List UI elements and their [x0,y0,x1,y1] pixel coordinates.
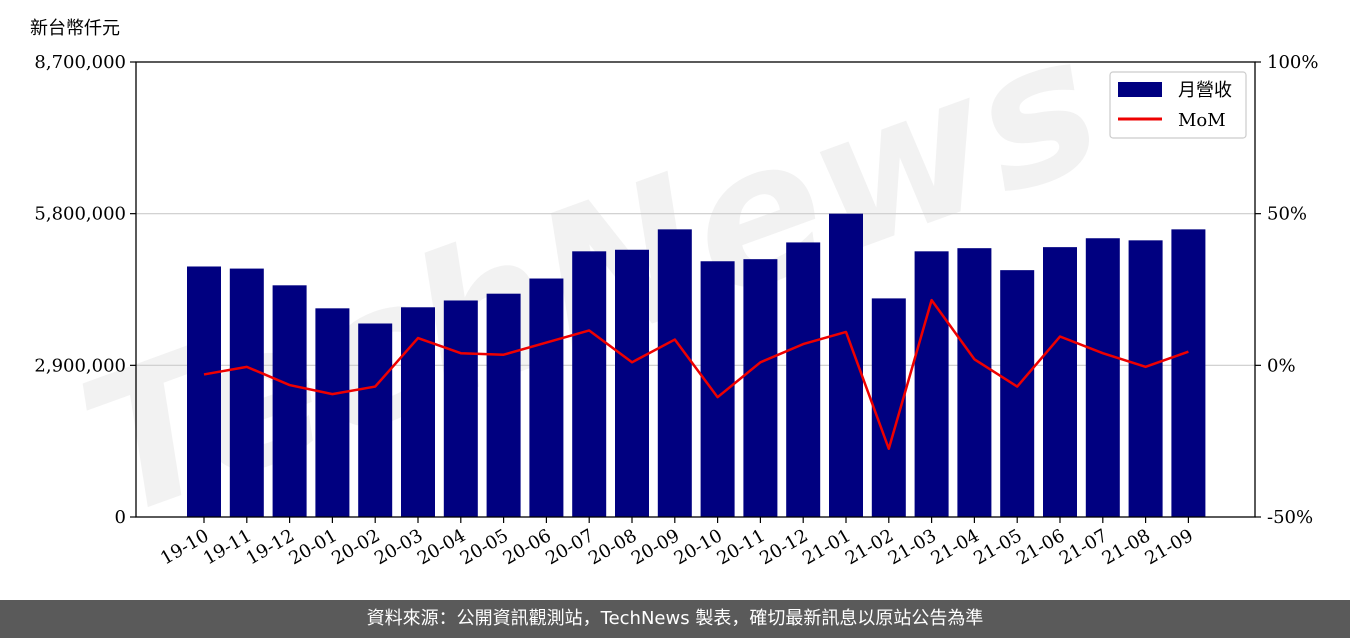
left-axis-tick-label: 2,900,000 [34,355,126,376]
x-axis-tick-label: 20-10 [671,525,726,569]
legend-swatch-revenue [1118,82,1162,97]
bar-21-07 [1085,238,1120,517]
bar-21-06 [1043,247,1077,517]
x-axis-tick-label: 21-05 [970,525,1025,569]
left-axis-tick-label: 8,700,000 [34,52,126,73]
x-axis-tick-label: 20-07 [542,525,597,569]
bar-20-04 [443,300,478,517]
plot-frame [135,61,1256,518]
x-axis-tick-label: 20-02 [328,525,383,569]
x-axis-tick-label: 21-01 [799,525,854,569]
x-axis-tick-label: 21-07 [1056,525,1111,569]
x-axis-tick-label: 21-08 [1099,525,1154,569]
left-axis-tick-label: 5,800,000 [34,204,126,225]
bar-19-12 [272,285,307,517]
bar-20-05 [486,293,521,517]
x-axis-tick-label: 21-09 [1141,525,1196,569]
legend-label-mom: MoM [1178,110,1226,131]
x-axis-tick-label: 20-11 [713,525,768,569]
mom-line [203,298,1189,450]
x-axis-tick-label: 21-02 [842,525,897,569]
bar-21-08 [1128,240,1163,517]
bar-20-11 [743,259,778,517]
revenue-chart: TechNews02,900,0005,800,0008,700,000-50%… [34,0,1318,569]
x-axis-tick-label: 19-12 [243,525,298,569]
right-axis-tick-label: 0% [1267,355,1296,376]
bar-20-09 [657,229,692,517]
source-footer: 資料來源：公開資訊觀測站，TechNews 製表，確切最新訊息以原站公告為準 [0,600,1350,638]
right-axis-tick-label: -50% [1267,507,1313,528]
x-axis-tick-label: 21-03 [885,525,940,569]
bar-20-01 [315,308,350,517]
bar-20-06 [529,278,564,517]
bar-21-05 [1000,270,1035,517]
bar-20-07 [572,251,607,517]
legend-label-revenue: 月營收 [1178,80,1232,101]
x-axis-tick-label: 20-08 [585,525,640,569]
y-axis-unit-label: 新台幣仟元 [30,18,120,39]
x-axis-tick-label: 21-06 [1013,525,1068,569]
bar-20-12 [786,242,821,517]
x-axis-tick-label: 20-12 [756,525,811,569]
bar-21-03 [914,251,949,517]
x-axis-tick-label: 20-06 [499,525,554,569]
x-axis-tick-label: 20-05 [457,525,512,569]
right-axis-tick-label: 100% [1267,52,1318,73]
left-axis-tick-label: 0 [115,507,126,528]
bar-19-11 [229,268,264,517]
bar-20-02 [358,323,393,517]
right-axis-tick-label: 50% [1267,204,1307,225]
bar-21-09 [1171,229,1206,517]
x-axis-tick-label: 20-03 [371,525,426,569]
x-axis-tick-label: 20-09 [628,525,683,569]
bar-19-10 [187,266,221,517]
bar-21-04 [957,248,992,518]
x-axis-tick-label: 21-04 [927,525,982,569]
x-axis-tick-label: 20-04 [414,525,469,569]
bar-20-10 [700,261,735,517]
bar-20-08 [615,249,649,517]
x-axis-tick-label: 20-01 [285,525,340,569]
